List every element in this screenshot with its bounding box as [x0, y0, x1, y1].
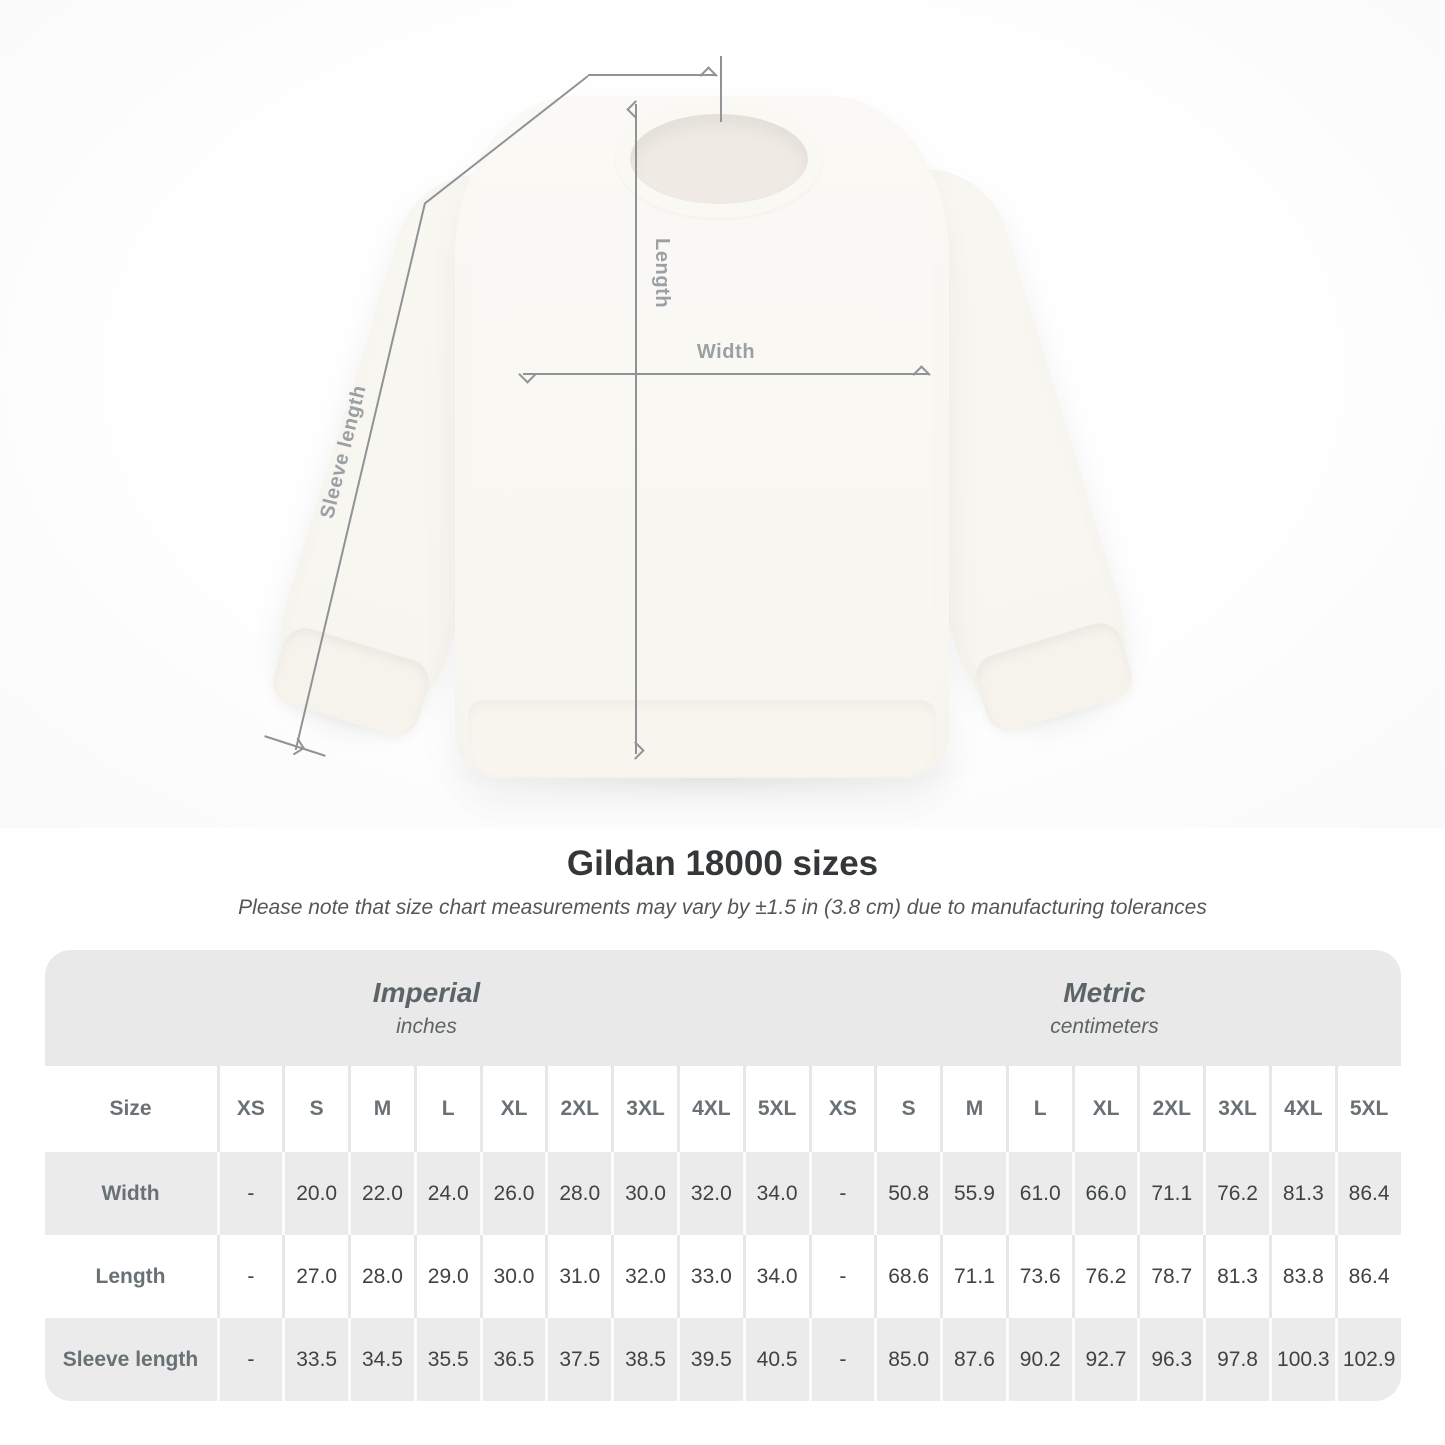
imperial-size-header-5xl: 5XL	[742, 1066, 809, 1152]
sleeve-imperial-4xl: 39.5	[676, 1318, 743, 1401]
sleeve-imperial-xs: -	[216, 1318, 283, 1401]
metric-unit: centimeters	[1050, 1015, 1159, 1038]
sweatshirt-measurement-diagram: Length Width Sleeve length	[0, 0, 1445, 828]
length-metric-4xl: 83.8	[1268, 1235, 1335, 1318]
length-metric-5xl: 86.4	[1334, 1235, 1401, 1318]
imperial-unit: inches	[396, 1015, 457, 1038]
sleeve-metric-5xl: 102.9	[1334, 1318, 1401, 1401]
imperial-size-header-3xl: 3XL	[611, 1066, 677, 1152]
metric-size-header-5xl: 5XL	[1334, 1066, 1401, 1152]
size-table: Imperial inches Metric centimeters Size …	[44, 950, 1401, 1401]
width-metric-xl: 66.0	[1071, 1152, 1138, 1235]
tolerance-note: Please note that size chart measurements…	[238, 896, 1207, 919]
length-imperial-2xl: 31.0	[545, 1235, 612, 1318]
sleeve-metric-xl: 92.7	[1071, 1318, 1138, 1401]
width-metric-5xl: 86.4	[1334, 1152, 1401, 1235]
width-metric-2xl: 71.1	[1137, 1152, 1204, 1235]
length-label: Length	[651, 238, 673, 309]
length-dimension-line	[635, 104, 637, 754]
width-imperial-s: 20.0	[282, 1152, 349, 1235]
metric-label: Metric	[1063, 977, 1146, 1008]
length-imperial-l: 29.0	[413, 1235, 480, 1318]
width-dimension-line	[523, 373, 929, 375]
length-imperial-3xl: 32.0	[611, 1235, 677, 1318]
sleeve-imperial-l: 35.5	[413, 1318, 480, 1401]
length-metric-s: 68.6	[874, 1235, 941, 1318]
neck-reference-tick	[720, 56, 722, 122]
length-metric-xl: 76.2	[1071, 1235, 1138, 1318]
length-metric-l: 73.6	[1005, 1235, 1072, 1318]
metric-size-header-l: L	[1005, 1066, 1072, 1152]
heading-block: Gildan 18000 sizes Please note that size…	[0, 844, 1445, 920]
width-imperial-2xl: 28.0	[545, 1152, 612, 1235]
sleeve-imperial-s: 33.5	[282, 1318, 349, 1401]
metric-size-header-s: S	[874, 1066, 941, 1152]
width-imperial-l: 24.0	[413, 1152, 480, 1235]
sleeve-imperial-2xl: 37.5	[545, 1318, 612, 1401]
shirt-collar	[616, 100, 822, 218]
imperial-size-header-l: L	[413, 1066, 480, 1152]
row-label-length: Length	[44, 1235, 217, 1318]
metric-size-header-xl: XL	[1071, 1066, 1138, 1152]
imperial-size-header-xs: XS	[216, 1066, 283, 1152]
sleeve-metric-s: 85.0	[874, 1318, 941, 1401]
width-metric-xs: -	[808, 1152, 875, 1235]
size-column-header: Size	[44, 1066, 217, 1152]
sleeve-metric-m: 87.6	[940, 1318, 1006, 1401]
length-imperial-4xl: 33.0	[676, 1235, 743, 1318]
width-metric-3xl: 76.2	[1203, 1152, 1269, 1235]
imperial-unit-header: Imperial inches	[44, 950, 809, 1066]
imperial-label: Imperial	[372, 977, 481, 1008]
sleeve-metric-4xl: 100.3	[1268, 1318, 1335, 1401]
metric-size-header-3xl: 3XL	[1203, 1066, 1269, 1152]
metric-size-header-4xl: 4XL	[1268, 1066, 1335, 1152]
sleeve-metric-l: 90.2	[1005, 1318, 1072, 1401]
width-metric-l: 61.0	[1005, 1152, 1072, 1235]
width-imperial-xl: 26.0	[479, 1152, 546, 1235]
sleeve-imperial-3xl: 38.5	[611, 1318, 677, 1401]
metric-unit-header: Metric centimeters	[808, 950, 1401, 1066]
width-imperial-3xl: 30.0	[611, 1152, 677, 1235]
length-metric-xs: -	[808, 1235, 875, 1318]
length-imperial-5xl: 34.0	[742, 1235, 809, 1318]
row-label-sleeve-length: Sleeve length	[44, 1318, 217, 1401]
width-metric-m: 55.9	[940, 1152, 1006, 1235]
length-metric-3xl: 81.3	[1203, 1235, 1269, 1318]
metric-size-header-m: M	[940, 1066, 1006, 1152]
imperial-size-header-2xl: 2XL	[545, 1066, 612, 1152]
width-metric-s: 50.8	[874, 1152, 941, 1235]
arrow-right-icon	[699, 66, 718, 85]
sleeve-imperial-5xl: 40.5	[742, 1318, 809, 1401]
sleeve-metric-3xl: 97.8	[1203, 1318, 1269, 1401]
imperial-size-header-s: S	[282, 1066, 349, 1152]
imperial-size-header-4xl: 4XL	[676, 1066, 743, 1152]
length-metric-2xl: 78.7	[1137, 1235, 1204, 1318]
length-imperial-xl: 30.0	[479, 1235, 546, 1318]
length-metric-m: 71.1	[940, 1235, 1006, 1318]
sleeve-imperial-xl: 36.5	[479, 1318, 546, 1401]
width-imperial-xs: -	[216, 1152, 283, 1235]
length-imperial-m: 28.0	[348, 1235, 414, 1318]
metric-size-header-xs: XS	[808, 1066, 875, 1152]
width-imperial-m: 22.0	[348, 1152, 414, 1235]
page-title: Gildan 18000 sizes	[566, 844, 879, 883]
shirt-hem	[468, 700, 936, 776]
width-label: Width	[696, 341, 756, 363]
length-imperial-xs: -	[216, 1235, 283, 1318]
row-label-width: Width	[44, 1152, 217, 1235]
sleeve-metric-2xl: 96.3	[1137, 1318, 1204, 1401]
width-metric-4xl: 81.3	[1268, 1152, 1335, 1235]
sleeve-imperial-m: 34.5	[348, 1318, 414, 1401]
sleeve-dimension-top-segment	[588, 74, 716, 76]
width-imperial-4xl: 32.0	[676, 1152, 743, 1235]
sleeve-metric-xs: -	[808, 1318, 875, 1401]
length-imperial-s: 27.0	[282, 1235, 349, 1318]
imperial-size-header-xl: XL	[479, 1066, 546, 1152]
width-imperial-5xl: 34.0	[742, 1152, 809, 1235]
metric-size-header-2xl: 2XL	[1137, 1066, 1204, 1152]
imperial-size-header-m: M	[348, 1066, 414, 1152]
